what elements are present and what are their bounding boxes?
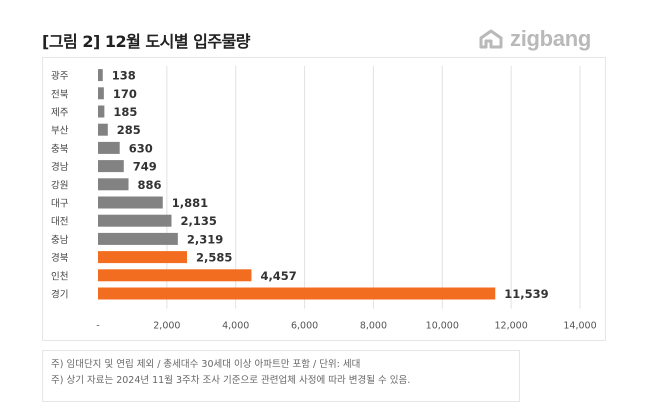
bar bbox=[98, 287, 496, 300]
category-label: 강원 bbox=[51, 180, 68, 191]
chart-title: [그림 2] 12월 도시별 입주물량 bbox=[42, 32, 251, 51]
category-label: 광주 bbox=[51, 70, 69, 82]
category-label: 전북 bbox=[51, 89, 69, 100]
footnote-2: 주) 상기 자료는 2024년 11월 3주차 조사 기준으로 관련업체 사정에… bbox=[51, 375, 411, 386]
bar bbox=[98, 141, 120, 154]
value-label: 185 bbox=[113, 105, 137, 119]
value-label: 2,135 bbox=[181, 214, 217, 228]
bar bbox=[98, 214, 172, 227]
footnote-box: 주) 임대단지 및 연립 제외 / 총세대수 30세대 이상 아파트만 포함 /… bbox=[42, 350, 520, 402]
footnote-1: 주) 임대단지 및 연립 제외 / 총세대수 30세대 이상 아파트만 포함 /… bbox=[51, 359, 361, 370]
bar bbox=[98, 105, 105, 118]
zigbang-logo: zigbang bbox=[478, 26, 591, 52]
x-tick-label: 14,000 bbox=[563, 321, 596, 332]
category-label: 대구 bbox=[51, 199, 69, 210]
value-label: 749 bbox=[133, 160, 157, 174]
zigbang-house-icon bbox=[479, 29, 503, 49]
x-tick-label: 6,000 bbox=[291, 321, 318, 332]
value-label: 285 bbox=[117, 123, 141, 137]
value-label: 11,539 bbox=[504, 287, 548, 301]
category-label: 경남 bbox=[51, 161, 69, 173]
value-label: 4,457 bbox=[260, 269, 296, 283]
bar bbox=[98, 123, 108, 136]
bar bbox=[98, 232, 178, 245]
bar bbox=[98, 87, 104, 100]
bar-chart: 광주 138 전북 170 제주 185 부산 285 충북 630 경남 749 강원 886 대구 1,8… bbox=[51, 66, 597, 332]
category-label: 제주 bbox=[51, 108, 69, 119]
x-tick-label: - bbox=[96, 321, 99, 332]
logo-text: zigbang bbox=[510, 26, 592, 51]
category-label: 인천 bbox=[51, 271, 68, 282]
category-label: 충북 bbox=[51, 144, 69, 155]
chart-area: 광주 138 전북 170 제주 185 부산 285 충북 630 경남 749 강원 886 대구 1,8… bbox=[42, 57, 606, 341]
bar bbox=[98, 178, 129, 191]
value-label: 2,319 bbox=[187, 232, 223, 246]
value-label: 170 bbox=[113, 87, 137, 101]
category-label: 대전 bbox=[51, 217, 68, 228]
x-tick-label: 2,000 bbox=[153, 321, 180, 332]
value-label: 886 bbox=[138, 178, 162, 192]
value-label: 138 bbox=[112, 69, 136, 83]
bar bbox=[98, 69, 103, 82]
x-tick-label: 12,000 bbox=[495, 321, 528, 332]
x-tick-label: 8,000 bbox=[360, 321, 387, 332]
bar bbox=[98, 196, 163, 209]
category-label: 부산 bbox=[51, 126, 69, 137]
value-label: 630 bbox=[129, 141, 153, 155]
bar bbox=[98, 269, 252, 282]
x-tick-label: 4,000 bbox=[222, 321, 249, 332]
bar bbox=[98, 251, 187, 264]
category-label: 충남 bbox=[51, 235, 69, 246]
bar bbox=[98, 160, 124, 173]
category-label: 경북 bbox=[51, 252, 69, 264]
value-label: 2,585 bbox=[196, 251, 232, 265]
x-tick-label: 10,000 bbox=[426, 321, 459, 332]
value-label: 1,881 bbox=[172, 196, 208, 210]
category-label: 경기 bbox=[51, 289, 68, 301]
